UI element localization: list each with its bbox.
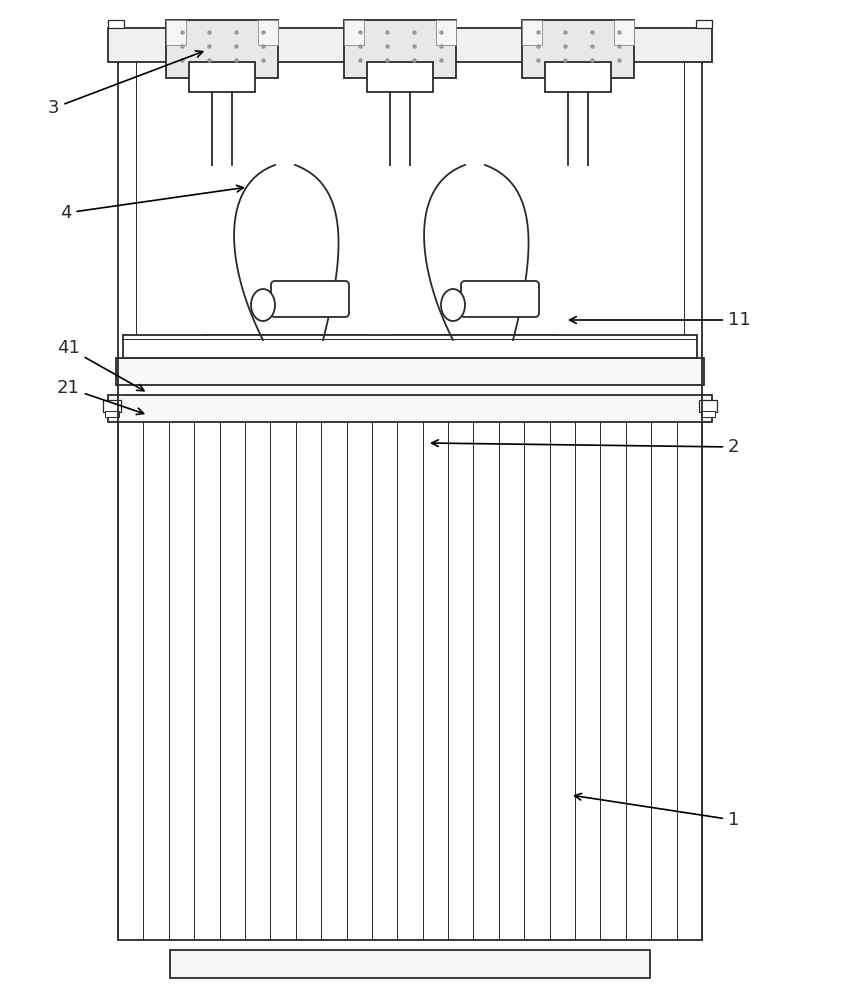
Text: 1: 1 (574, 793, 739, 829)
Bar (118, 418, 702, 940)
Text: 41: 41 (57, 339, 144, 391)
Bar (344, 20, 456, 78)
Bar (545, 62, 611, 92)
FancyBboxPatch shape (271, 281, 349, 317)
Bar (108, 20, 124, 28)
Bar (522, 20, 634, 78)
Ellipse shape (441, 289, 465, 321)
Bar (108, 395, 712, 422)
Bar (116, 358, 704, 385)
Bar (696, 20, 712, 28)
Text: 4: 4 (60, 185, 243, 222)
Bar (103, 400, 121, 412)
Bar (166, 20, 278, 78)
Bar (344, 20, 364, 45)
Ellipse shape (251, 289, 275, 321)
Bar (614, 20, 634, 45)
Bar (166, 20, 186, 45)
Text: 11: 11 (569, 311, 751, 329)
Bar (123, 335, 697, 358)
Bar (170, 950, 650, 978)
FancyBboxPatch shape (461, 281, 539, 317)
Bar (205, 335, 365, 358)
Text: 21: 21 (57, 379, 144, 415)
Text: 3: 3 (48, 51, 203, 117)
Bar (522, 20, 542, 45)
Bar (436, 20, 456, 45)
Text: 2: 2 (431, 438, 739, 456)
Bar (701, 411, 715, 417)
Bar (395, 335, 555, 358)
Bar (258, 20, 278, 45)
Bar (367, 62, 433, 92)
Bar (189, 62, 255, 92)
Bar (105, 411, 119, 417)
Bar (108, 28, 712, 62)
Bar (699, 400, 717, 412)
